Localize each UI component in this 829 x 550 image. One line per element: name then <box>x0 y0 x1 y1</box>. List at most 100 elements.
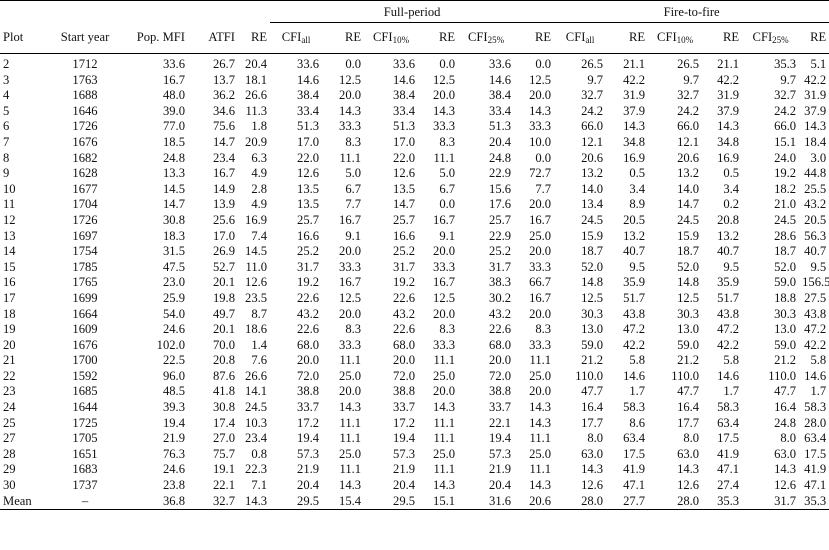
table-cell: 36.8 <box>118 493 188 511</box>
table-cell: 28.0 <box>554 493 607 511</box>
col-header-cfi-25: CFI25% <box>742 22 800 54</box>
table-cell: 77.0 <box>162 119 185 134</box>
table-cell: 59.0 <box>774 275 797 290</box>
table-cell: 25.0 <box>339 368 362 383</box>
group-header-blank <box>0 0 271 23</box>
table-cell: 16.7 <box>339 275 362 290</box>
col-header-re: RE <box>514 22 555 54</box>
table-body: 2 1712 33.6 26.7 20.4 33.6 0.0 33.6 0.0 33.6 0.0 26… <box>0 54 829 511</box>
table-cell: 14.3 <box>339 400 362 415</box>
table-cell: 33.4 <box>393 103 416 118</box>
table-cell: 16.7 <box>433 212 456 227</box>
table-cell: 26.5 <box>677 57 700 71</box>
table-row: 24 1644 39.3 30.8 24.5 33.7 14.3 33.7 14.3 33.7 14… <box>0 400 829 416</box>
table-cell: 11.1 <box>433 150 456 165</box>
table-cell: 33.3 <box>339 119 362 134</box>
table-row: 10 1677 14.5 14.9 2.8 13.5 6.7 13.5 6.7 15.6 7.7 14… <box>0 182 829 198</box>
table-cell: 14.3 <box>623 119 646 134</box>
table-cell: 1.7 <box>629 384 646 399</box>
table-cell: 63.0 <box>581 446 604 461</box>
table-cell: 58.3 <box>804 400 827 415</box>
table-cell: 32.7 <box>581 88 604 103</box>
table-cell: 17.5 <box>804 446 827 461</box>
table-cell: 25.7 <box>297 212 320 227</box>
table-cell: 52.0 <box>774 259 797 274</box>
table-cell: 19.8 <box>212 290 235 305</box>
table-cell: 37.9 <box>623 103 646 118</box>
table-cell: 20.0 <box>433 88 456 103</box>
table-cell: 35.3 <box>799 493 829 511</box>
table-cell: 72.7 <box>529 166 552 181</box>
table-cell: 40.7 <box>623 244 646 259</box>
table-cell: 30.2 <box>489 290 512 305</box>
table-cell: 16.4 <box>677 400 700 415</box>
table-cell: 1726 <box>72 212 98 227</box>
table-cell: 20.6 <box>581 150 604 165</box>
table-cell: 14.3 <box>529 103 552 118</box>
col-header-start-year: Start year <box>52 22 118 54</box>
table-cell: 20.5 <box>623 212 646 227</box>
table-cell: 16.4 <box>581 400 604 415</box>
table-cell: 42.2 <box>804 72 827 87</box>
table-cell: 12.1 <box>677 134 700 149</box>
table-row: 23 1685 48.5 41.8 14.1 38.8 20.0 38.8 20.0 38.8 20… <box>0 384 829 400</box>
table-cell: 7.4 <box>251 228 268 243</box>
table-cell: 18.7 <box>581 244 604 259</box>
table-cell: 9.1 <box>345 228 362 243</box>
table-cell: 49.7 <box>212 306 235 321</box>
table-cell: 26.6 <box>245 88 268 103</box>
table-cell: 21 <box>3 353 16 368</box>
table-cell: 21.2 <box>677 353 700 368</box>
table-cell: 47.2 <box>623 322 646 337</box>
table-cell: 30.3 <box>581 306 604 321</box>
table-cell: 47.2 <box>717 322 740 337</box>
table-cell: 14.3 <box>529 415 552 430</box>
table-cell: 8.3 <box>439 134 456 149</box>
table-cell: 6.7 <box>439 181 456 196</box>
table-cell: 5.0 <box>345 166 362 181</box>
table-row: 29 1683 24.6 19.1 22.3 21.9 11.1 21.9 11.1 21.9 11… <box>0 462 829 478</box>
table-cell: 20.0 <box>433 384 456 399</box>
table-cell: 51.3 <box>297 119 320 134</box>
table-cell: 41.8 <box>212 384 235 399</box>
table-cell: 4 <box>3 88 10 103</box>
table-cell: 21.1 <box>623 57 646 71</box>
table-cell: 14.3 <box>529 400 552 415</box>
table-cell: 110.0 <box>671 368 700 383</box>
table-cell: 14.3 <box>717 119 740 134</box>
table-cell: 156.5 <box>802 275 829 290</box>
table-cell: 1704 <box>72 197 98 212</box>
table-cell: 11.1 <box>339 415 362 430</box>
table-cell: 23 <box>3 384 16 399</box>
table-cell: 63.4 <box>717 415 740 430</box>
table-cell: 63.0 <box>774 446 797 461</box>
table-cell: 33.3 <box>529 337 552 352</box>
table-cell: 15.1 <box>774 134 797 149</box>
table-cell: 17 <box>3 290 16 305</box>
table-cell: 33.6 <box>393 57 416 71</box>
table-cell: 68.0 <box>297 337 320 352</box>
table-cell: 25.2 <box>393 244 416 259</box>
table-cell: 19.2 <box>297 275 320 290</box>
table-cell: 26.5 <box>581 57 604 71</box>
table-cell: 4.9 <box>251 197 268 212</box>
table-row: 13 1697 18.3 17.0 7.4 16.6 9.1 16.6 9.1 22.9 25.0 1… <box>0 229 829 245</box>
table-cell: 35.9 <box>623 275 646 290</box>
table-cell: 43.2 <box>297 306 320 321</box>
table-cell: 33.3 <box>529 119 552 134</box>
table-cell: Mean <box>0 493 52 511</box>
table-cell: 31.7 <box>742 493 800 511</box>
table-cell: 14.0 <box>581 181 604 196</box>
table-cell: 14.1 <box>245 384 268 399</box>
table-cell: 31.7 <box>489 259 512 274</box>
table-row: 22 1592 96.0 87.6 26.6 72.0 25.0 72.0 25.0 72.0 25… <box>0 369 829 385</box>
table-cell: 14.6 <box>489 72 512 87</box>
table-cell: 24.6 <box>162 322 185 337</box>
cfi-subscript: 25% <box>487 35 505 46</box>
table-cell: 1.4 <box>251 337 268 352</box>
table-cell: 6.7 <box>345 181 362 196</box>
table-cell: 20.4 <box>297 478 320 493</box>
table-cell: 16.9 <box>623 150 646 165</box>
table-cell: 14 <box>3 244 16 259</box>
table-cell: 1592 <box>72 368 98 383</box>
